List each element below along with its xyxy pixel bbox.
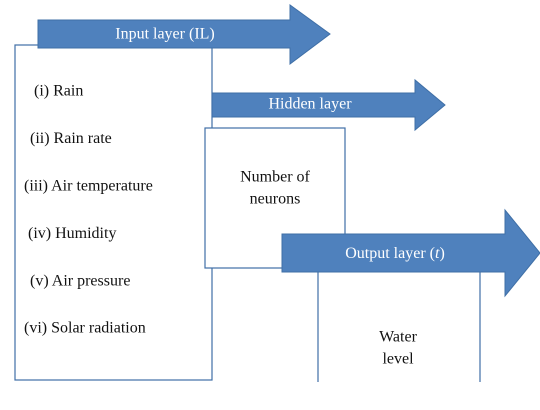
hidden-content: Number of — [240, 169, 310, 186]
input-item: (vi) Solar radiation — [24, 320, 146, 337]
output-label: Output layer (t) — [345, 245, 445, 262]
input-label: Input layer (IL) — [115, 26, 215, 43]
input-item: (iv) Humidity — [28, 225, 116, 242]
input-arrow — [37, 4, 331, 65]
input-item: (i) Rain — [34, 83, 83, 100]
hidden-arrow — [211, 78, 446, 132]
input-items: (i) Rain (ii) Rain rate (iii) Air temperat… — [24, 83, 153, 337]
output-label-symbol: t — [435, 245, 440, 262]
input-item: (iii) Air temperature — [24, 177, 153, 194]
output-label-end: ) — [439, 245, 444, 262]
output-label-start: Output layer ( — [345, 245, 435, 262]
output-arrow — [281, 208, 540, 298]
hidden-label: Hidden layer — [268, 96, 352, 113]
output-content: level — [382, 351, 414, 368]
output-content: Water — [379, 329, 417, 346]
input-item: (ii) Rain rate — [30, 130, 112, 147]
hidden-content: neurons — [250, 191, 301, 208]
input-item: (v) Air pressure — [30, 272, 130, 289]
